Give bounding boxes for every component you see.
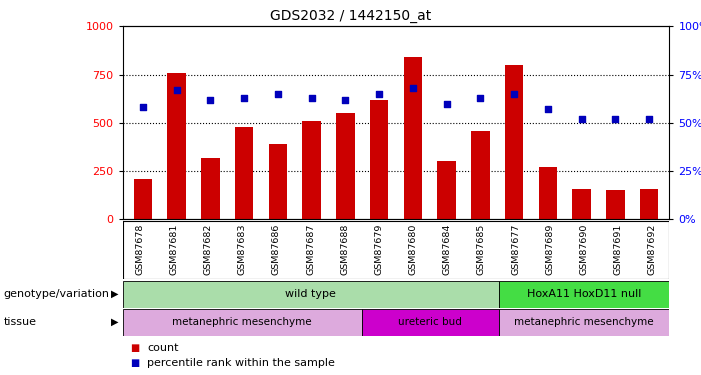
Text: GSM87688: GSM87688	[340, 224, 349, 275]
Text: ureteric bud: ureteric bud	[398, 317, 462, 327]
Text: GSM87686: GSM87686	[272, 224, 281, 275]
Bar	[123, 309, 362, 336]
Bar	[606, 190, 625, 219]
Bar	[123, 280, 498, 308]
Text: GSM87682: GSM87682	[203, 224, 212, 275]
Point	[205, 97, 216, 103]
Text: ▶: ▶	[111, 317, 118, 327]
Text: GDS2032 / 1442150_at: GDS2032 / 1442150_at	[270, 9, 431, 23]
Text: GSM87687: GSM87687	[306, 224, 315, 275]
Point	[238, 95, 250, 101]
Bar	[498, 309, 669, 336]
Bar	[437, 161, 456, 219]
Bar	[640, 189, 658, 219]
Text: GSM87692: GSM87692	[648, 224, 657, 275]
Text: GSM87685: GSM87685	[477, 224, 486, 275]
Bar	[168, 73, 186, 219]
Text: GSM87678: GSM87678	[135, 224, 144, 275]
Point	[137, 104, 149, 110]
Bar	[538, 167, 557, 219]
Bar	[235, 127, 254, 219]
Point	[441, 100, 452, 106]
Bar	[404, 57, 422, 219]
Point	[576, 116, 587, 122]
Text: GSM87690: GSM87690	[580, 224, 589, 275]
Point	[543, 106, 554, 112]
Text: ■: ■	[130, 343, 139, 353]
Text: ■: ■	[130, 358, 139, 368]
Point	[306, 95, 318, 101]
Text: wild type: wild type	[285, 289, 336, 299]
Text: GSM87680: GSM87680	[409, 224, 418, 275]
Point	[509, 91, 520, 97]
Text: genotype/variation: genotype/variation	[4, 289, 109, 299]
Bar	[370, 100, 388, 219]
Point	[407, 85, 418, 91]
Text: GSM87679: GSM87679	[374, 224, 383, 275]
Bar	[336, 113, 355, 219]
Bar	[505, 65, 524, 219]
Bar	[302, 121, 321, 219]
Text: metanephric mesenchyme: metanephric mesenchyme	[172, 317, 312, 327]
Point	[644, 116, 655, 122]
Point	[475, 95, 486, 101]
Point	[340, 97, 351, 103]
Text: tissue: tissue	[4, 317, 36, 327]
Text: GSM87684: GSM87684	[443, 224, 452, 275]
Bar	[498, 280, 669, 308]
Point	[374, 91, 385, 97]
Bar	[471, 130, 490, 219]
Text: GSM87677: GSM87677	[511, 224, 520, 275]
Text: count: count	[147, 343, 179, 353]
Text: GSM87681: GSM87681	[170, 224, 179, 275]
Text: percentile rank within the sample: percentile rank within the sample	[147, 358, 335, 368]
Point	[272, 91, 283, 97]
Bar	[362, 309, 498, 336]
Text: HoxA11 HoxD11 null: HoxA11 HoxD11 null	[527, 289, 641, 299]
Text: GSM87683: GSM87683	[238, 224, 247, 275]
Text: metanephric mesenchyme: metanephric mesenchyme	[515, 317, 654, 327]
Bar	[201, 158, 219, 219]
Point	[171, 87, 182, 93]
Text: GSM87689: GSM87689	[545, 224, 554, 275]
Text: GSM87691: GSM87691	[613, 224, 622, 275]
Point	[610, 116, 621, 122]
Text: ▶: ▶	[111, 289, 118, 299]
Bar	[573, 189, 591, 219]
Bar	[134, 179, 152, 219]
Bar	[268, 144, 287, 219]
